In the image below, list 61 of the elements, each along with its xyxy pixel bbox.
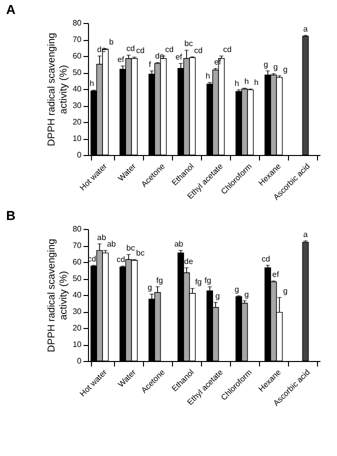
data-label: ab — [106, 239, 116, 248]
data-label: ef — [175, 52, 183, 62]
y-tick-label: 10 — [72, 134, 82, 143]
data-label: cd — [126, 44, 135, 54]
data-label: cd — [223, 45, 232, 54]
data-label: cd — [194, 46, 203, 55]
data-label: ab — [174, 239, 184, 248]
data-label: de — [184, 256, 194, 266]
chart-title: A — [6, 2, 16, 17]
y-tick-label: 60 — [72, 258, 82, 266]
y-tick-label: 20 — [72, 118, 82, 126]
data-label: g — [283, 64, 288, 74]
data-label: h — [206, 71, 210, 80]
y-tick-label: 80 — [72, 224, 82, 234]
data-label: g — [148, 283, 152, 292]
data-label: fg — [204, 276, 212, 285]
data-label: b — [109, 38, 114, 47]
data-label: cd — [165, 45, 174, 54]
data-label: a — [303, 24, 308, 34]
data-label: ab — [97, 232, 107, 242]
data-label: g — [234, 284, 240, 294]
y-tick-label: 50 — [72, 274, 82, 283]
y-tick-label: 30 — [72, 101, 82, 110]
data-label: g — [264, 60, 268, 69]
data-label: f — [148, 60, 152, 69]
y-tick-label: 50 — [72, 68, 82, 77]
data-label: g — [215, 291, 220, 300]
data-label: cd — [136, 46, 145, 56]
y-tick-label: 40 — [72, 84, 82, 94]
y-tick-label: 70 — [72, 241, 82, 250]
data-label: g — [244, 290, 249, 299]
data-label: h — [90, 79, 94, 88]
y-tick-label: 0 — [77, 356, 82, 366]
data-label: ef — [272, 270, 280, 279]
chart-title: B — [6, 208, 16, 223]
data-label: de — [155, 52, 165, 61]
y-tick-label: 30 — [72, 307, 82, 316]
data-label: g — [283, 286, 288, 296]
data-label: de — [97, 45, 107, 54]
data-label: cd — [262, 254, 270, 264]
data-label: bc — [136, 248, 145, 258]
y-tick-label: 70 — [72, 35, 82, 44]
data-label: h — [254, 78, 259, 87]
y-tick-label: 40 — [72, 290, 82, 300]
y-axis-title: DPPH radical scavenging activity (%) — [46, 238, 70, 352]
y-tick-label: 20 — [72, 324, 82, 332]
data-label: cd — [116, 255, 126, 264]
data-label: fg — [195, 277, 202, 286]
data-label: bc — [184, 39, 193, 48]
data-label: h — [234, 78, 240, 88]
y-tick-label: 10 — [72, 340, 82, 349]
y-tick-label: 0 — [77, 150, 82, 160]
data-label: fg — [156, 276, 163, 285]
data-label: bc — [126, 244, 135, 253]
data-label: a — [303, 230, 308, 239]
data-label: g — [273, 62, 278, 72]
y-tick-label: 60 — [72, 52, 82, 60]
data-label: ef — [117, 54, 125, 64]
y-tick-label: 80 — [72, 18, 82, 28]
data-label: h — [244, 77, 249, 86]
y-axis-title: DPPH radical scavenging activity (%) — [46, 32, 70, 146]
